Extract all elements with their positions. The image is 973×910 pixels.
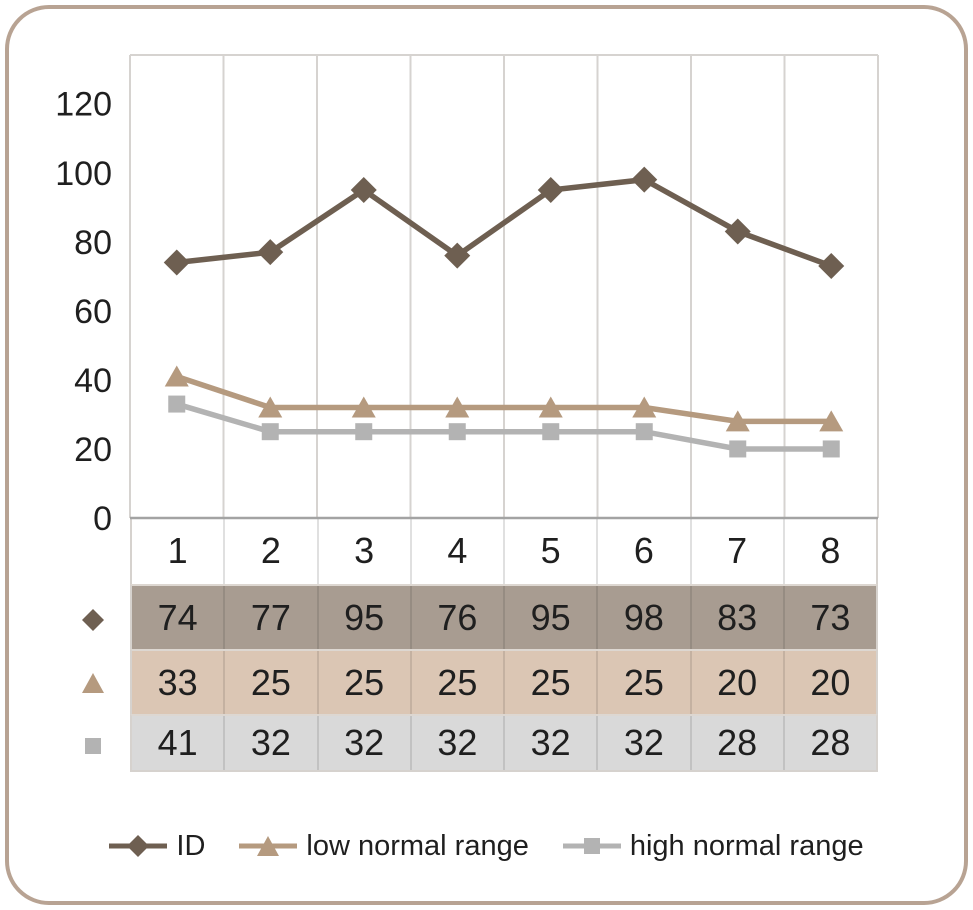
square-marker <box>729 440 747 458</box>
x-axis-label: 1 <box>167 530 188 571</box>
legend-item-low-normal-range: low normal range <box>239 829 529 863</box>
table-cell: 32 <box>223 716 316 770</box>
table-cell: 32 <box>409 716 503 770</box>
table-cell: 41 <box>157 722 198 763</box>
table-row-low-normal-range: 33 25 25 25 25 25 20 20 <box>130 649 878 714</box>
legend-item-high-normal-range: high normal range <box>562 829 864 863</box>
table-cell: 32 <box>596 716 689 770</box>
y-tick-label: 0 <box>93 500 112 538</box>
table-cell: 20 <box>782 651 876 714</box>
x-axis-label: 5 <box>503 518 596 584</box>
x-axis-label: 4 <box>409 518 503 584</box>
diamond-marker <box>631 166 658 193</box>
table-cell: 25 <box>596 651 689 714</box>
table-cell: 83 <box>689 586 783 649</box>
square-key-icon <box>80 733 106 759</box>
table-cell: 77 <box>223 586 316 649</box>
legend-label-low-normal-range: low normal range <box>306 829 529 862</box>
table-cell: 25 <box>223 651 316 714</box>
legend-label-high-normal-range: high normal range <box>629 829 864 862</box>
table-cell: 95 <box>503 586 596 649</box>
x-axis-label: 3 <box>316 518 410 584</box>
table-row-high-normal-range: 41 32 32 32 32 32 28 28 <box>130 714 878 772</box>
legend-item-id: ID <box>109 830 205 863</box>
diamond-key-icon <box>80 607 106 633</box>
table-cell: 32 <box>503 716 596 770</box>
table-cell: 25 <box>503 651 596 714</box>
table-cell: 25 <box>316 651 410 714</box>
x-axis-label: 8 <box>782 518 876 584</box>
table-cell: 33 <box>157 661 198 703</box>
diamond-marker <box>444 242 471 269</box>
triangle-marker <box>632 396 657 418</box>
table-cell: 28 <box>689 716 783 770</box>
series-line-diamond <box>176 176 833 269</box>
square-marker <box>635 423 653 441</box>
x-axis-label: 2 <box>223 518 316 584</box>
legend-label-id: ID <box>176 829 206 862</box>
diamond-legend-icon <box>109 835 168 857</box>
table-cell: 20 <box>689 651 783 714</box>
x-axis-label: 7 <box>689 518 783 584</box>
square-legend-icon <box>562 838 621 854</box>
y-tick-label: 100 <box>55 155 112 193</box>
triangle-marker <box>445 396 470 418</box>
square-marker <box>542 423 560 441</box>
triangle-key-icon <box>80 670 106 696</box>
table-cell: 32 <box>316 716 410 770</box>
triangle-marker <box>164 365 189 387</box>
series-line-triangle <box>175 373 832 425</box>
table-cell: 74 <box>157 596 198 638</box>
table-cell: 28 <box>782 716 876 770</box>
triangle-marker <box>351 396 376 418</box>
square-marker <box>168 395 186 413</box>
table-cell: 76 <box>409 586 503 649</box>
diamond-marker <box>350 177 377 204</box>
y-tick-label: 20 <box>74 431 112 469</box>
square-marker <box>822 440 840 458</box>
diamond-marker <box>163 249 190 276</box>
triangle-marker <box>258 396 283 418</box>
square-marker <box>261 423 279 441</box>
triangle-marker <box>725 410 750 432</box>
table-cell: 73 <box>782 586 876 649</box>
triangle-legend-icon <box>239 836 298 856</box>
y-tick-label: 40 <box>74 362 112 400</box>
y-tick-label: 80 <box>74 224 112 262</box>
square-marker <box>448 423 466 441</box>
y-tick-label: 120 <box>55 86 112 124</box>
diamond-marker <box>818 252 845 279</box>
legend: ID low normal range high normal range <box>0 818 973 874</box>
diamond-marker <box>257 239 284 266</box>
square-marker <box>355 423 373 441</box>
table-cell: 95 <box>316 586 410 649</box>
series-line-square <box>175 401 832 452</box>
triangle-marker <box>819 410 844 432</box>
table-cell: 98 <box>596 586 689 649</box>
y-tick-label: 60 <box>74 293 112 331</box>
table-row-id: 74 77 95 76 95 98 83 73 <box>130 584 878 649</box>
table-cell: 25 <box>409 651 503 714</box>
triangle-marker <box>538 396 563 418</box>
diamond-marker <box>537 177 564 204</box>
x-axis-label: 6 <box>596 518 689 584</box>
diamond-marker <box>724 218 751 245</box>
